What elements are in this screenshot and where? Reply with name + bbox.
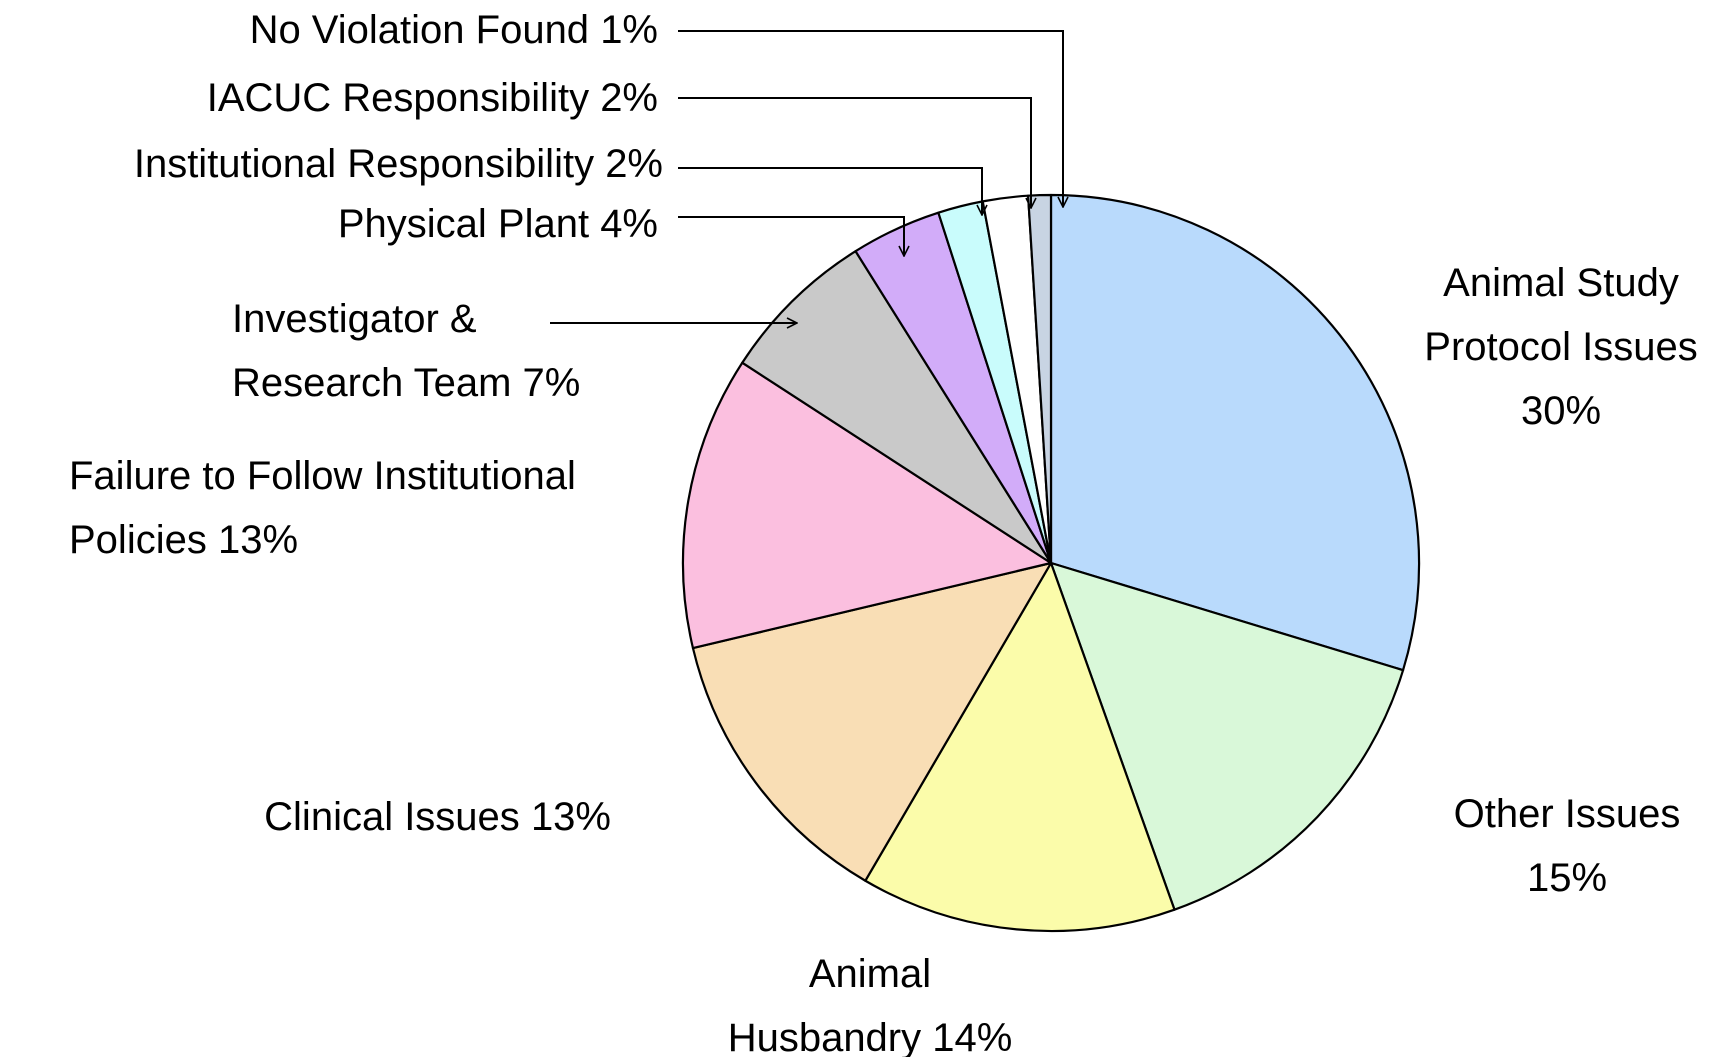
slice-label: Physical Plant 4% — [158, 192, 658, 256]
slice-label: Clinical Issues 13% — [111, 785, 611, 849]
category-label: Institutional Responsibility — [133, 142, 595, 186]
slice-label: Animal Study Protocol Issues 30% — [1391, 251, 1731, 443]
leader-line — [678, 216, 904, 256]
slice-label: Institutional Responsibility 2% — [0, 132, 663, 196]
value-label: 30% — [1520, 389, 1602, 433]
slice-label: Failure to Follow Institutional Policies… — [69, 444, 629, 572]
slice — [1049, 193, 1421, 672]
value-label: 2% — [600, 76, 658, 120]
category-label: Failure to Follow Institutional Policies — [69, 454, 576, 562]
leader-lines — [550, 30, 1063, 323]
slice-label: No Violation Found 1% — [58, 0, 658, 62]
slice-label: Other Issues 15% — [1437, 782, 1697, 910]
category-label: Physical Plant — [337, 202, 590, 246]
slice — [1027, 193, 1053, 565]
leader-line — [678, 30, 1063, 207]
leader-line — [678, 167, 982, 215]
value-label: 15% — [1526, 856, 1608, 900]
slices — [681, 193, 1421, 933]
slice — [741, 250, 1053, 565]
leader-line — [678, 97, 1031, 208]
category-label: Animal Husbandry — [727, 952, 932, 1057]
slice — [1049, 561, 1405, 911]
category-label: Other Issues — [1453, 792, 1681, 836]
slice — [681, 361, 1053, 650]
value-label: 4% — [600, 202, 658, 246]
slice — [864, 561, 1176, 933]
category-label: Animal Study Protocol Issues — [1424, 261, 1698, 369]
value-label: 13% — [530, 795, 611, 839]
category-label: Clinical Issues — [264, 795, 520, 839]
value-label: 2% — [605, 142, 663, 186]
slice-label: Animal Husbandry 14% — [710, 942, 1030, 1057]
category-label: Investigator & Research Team — [232, 297, 512, 405]
value-label: 7% — [522, 361, 581, 405]
slice — [691, 561, 1053, 882]
category-label: IACUC Responsibility — [206, 76, 590, 120]
value-label: 14% — [932, 1016, 1013, 1057]
category-label: No Violation Found — [249, 8, 590, 52]
slice-label: Investigator & Research Team 7% — [232, 287, 612, 415]
value-label: 1% — [600, 8, 658, 52]
value-label: 13% — [217, 518, 299, 562]
slice-label: IACUC Responsibility 2% — [58, 66, 658, 130]
